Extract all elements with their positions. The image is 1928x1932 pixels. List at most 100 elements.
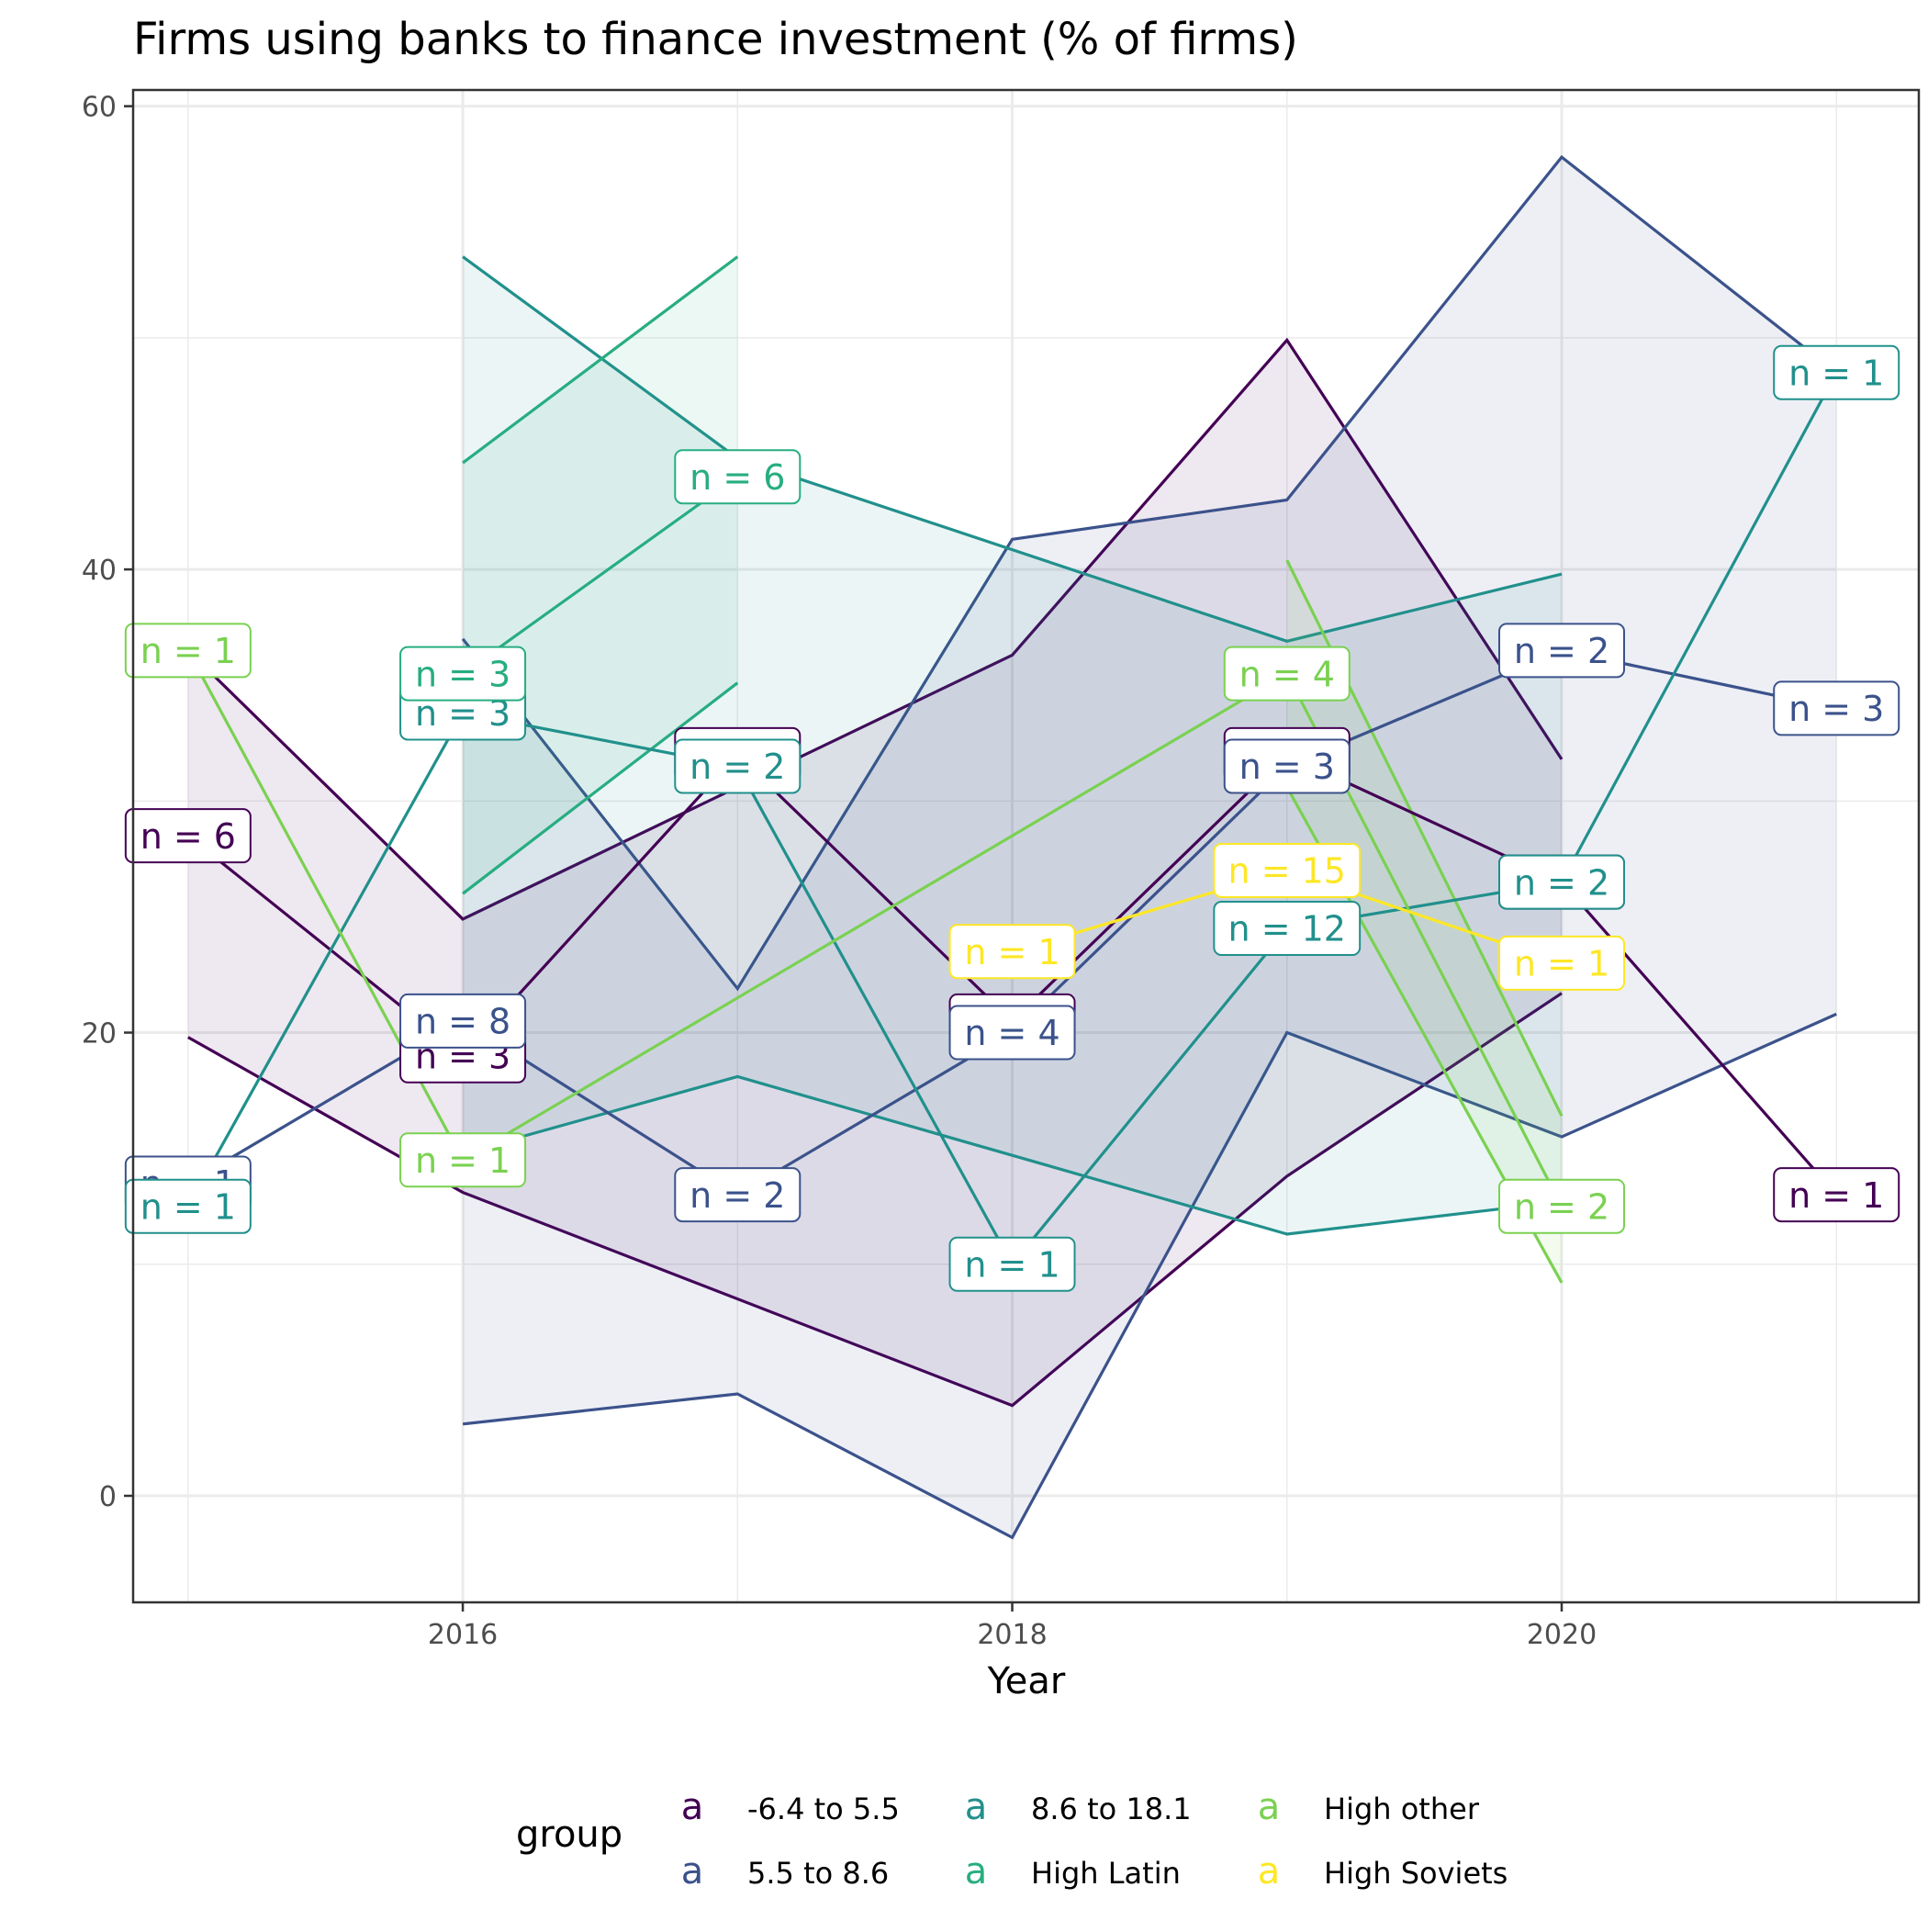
y-tick-label: 40 <box>82 555 117 587</box>
point-label-text: n = 3 <box>415 654 510 694</box>
point-label-box <box>1498 623 1625 679</box>
point-label-text: n = 6 <box>140 816 236 857</box>
legend-item: a High Latin <box>965 1850 1181 1893</box>
point-label-text: n = 1 <box>1788 1175 1884 1216</box>
ribbon-lower-line <box>462 1012 1837 1540</box>
legend-key-glyph: a <box>1258 1786 1281 1828</box>
point-label: n = 2 <box>674 738 801 794</box>
legend-key-glyph: a <box>965 1850 988 1893</box>
legend-key-glyph: a <box>1258 1850 1281 1893</box>
point-label-box <box>1498 1178 1625 1234</box>
ribbon-upper-line <box>462 255 1563 643</box>
point-label-text: n = 2 <box>689 1175 785 1216</box>
point-label: n = 6 <box>674 449 801 505</box>
legend-key-glyph: a <box>681 1850 704 1893</box>
point-label: n = 8 <box>399 993 527 1049</box>
series-line <box>462 475 739 675</box>
legend-item: a 8.6 to 18.1 <box>965 1786 1192 1828</box>
y-tick-label: 60 <box>82 92 117 124</box>
point-label: n = 3 <box>399 646 527 702</box>
point-label-text: n = 1 <box>964 1244 1059 1285</box>
point-label: n = 1 <box>948 1236 1076 1292</box>
legend: group a -6.4 to 5.5 a 5.5 to 8.6 a 8.6 to 18.… <box>516 1786 1508 1893</box>
y-tick-label: 20 <box>82 1018 117 1050</box>
point-label-text: n = 2 <box>1514 631 1609 671</box>
point-label-text: n = 1 <box>140 1186 236 1227</box>
x-axis-title: Year <box>987 1660 1066 1702</box>
ribbon-area <box>1286 560 1562 1283</box>
point-label: n = 15 <box>1213 842 1362 898</box>
y-tick-label: 0 <box>99 1481 117 1513</box>
point-label-text: n = 4 <box>1239 654 1335 694</box>
legend-item: a High other <box>1258 1786 1480 1828</box>
series-line <box>186 649 1564 1208</box>
point-label: n = 12 <box>1213 901 1362 957</box>
legend-item: a High Soviets <box>1258 1850 1508 1893</box>
legend-item: a 5.5 to 8.6 <box>681 1850 890 1893</box>
plot-background <box>133 90 1919 1602</box>
point-label-box <box>948 1236 1076 1292</box>
axes: 0 20 40 60 2016 2018 2020 <box>82 88 1921 1651</box>
point-label-box <box>674 738 801 794</box>
point-label-box <box>1773 344 1900 400</box>
point-labels: n = 6 n = 3 n = 2 n = 4 n = 3 n = 2 n = 1 n = 1… <box>124 344 1900 1292</box>
point-label-text: n = 2 <box>1514 1186 1609 1227</box>
ribbon-upper-line <box>186 337 1564 921</box>
ribbon-area <box>463 157 1837 1538</box>
point-label-box <box>948 1005 1076 1061</box>
point-label-box <box>399 993 527 1049</box>
point-label: n = 6 <box>124 808 252 864</box>
point-label-text: n = 1 <box>415 1140 510 1181</box>
ribbon-lower-line <box>187 992 1563 1408</box>
legend-title: group <box>516 1814 622 1856</box>
point-label: n = 1 <box>1773 344 1900 400</box>
point-label-text: n = 1 <box>140 631 236 671</box>
point-label-text: n = 6 <box>689 457 785 498</box>
point-label: n = 1 <box>1773 1167 1900 1223</box>
point-label-text: n = 2 <box>689 747 785 787</box>
point-label-box <box>399 646 527 702</box>
point-label: n = 2 <box>1498 623 1625 679</box>
legend-key-glyph: a <box>681 1786 704 1828</box>
panel-border <box>131 88 1921 1604</box>
point-label-box <box>1498 935 1625 991</box>
x-tick-label: 2016 <box>428 1619 498 1651</box>
point-label-box <box>1213 901 1362 957</box>
legend-label: High Soviets <box>1324 1856 1508 1891</box>
legend-item: a -6.4 to 5.5 <box>681 1786 900 1828</box>
x-tick-label: 2020 <box>1527 1619 1597 1651</box>
point-label: n = 1 <box>124 1178 252 1234</box>
point-label: n = 2 <box>1498 1178 1625 1234</box>
point-label-text: n = 3 <box>1788 689 1884 729</box>
point-label-text: n = 4 <box>964 1013 1059 1053</box>
point-label-box <box>1773 1167 1900 1223</box>
point-label: n = 2 <box>674 1167 801 1223</box>
point-label: n = 4 <box>948 1005 1076 1061</box>
x-tick-label: 2018 <box>977 1619 1047 1651</box>
point-label-box <box>1773 680 1900 736</box>
chart-title: Firms using banks to finance investment … <box>133 14 1298 65</box>
ribbon-lower-line <box>462 681 739 895</box>
ribbon-upper-line <box>462 255 739 465</box>
point-label-text: n = 1 <box>1514 944 1609 984</box>
point-label-box <box>1498 854 1625 910</box>
point-label: n = 3 <box>1773 680 1900 736</box>
point-label-box <box>1223 738 1351 794</box>
point-label: n = 1 <box>124 623 252 679</box>
point-label-box <box>674 1167 801 1223</box>
legend-label: 8.6 to 18.1 <box>1031 1792 1192 1826</box>
point-label-text: n = 12 <box>1228 909 1346 949</box>
point-label-text: n = 15 <box>1228 851 1346 892</box>
point-label-text: n = 1 <box>1788 353 1884 393</box>
point-label: n = 2 <box>1498 854 1625 910</box>
point-label-box <box>1223 646 1351 702</box>
ribbon-area <box>187 340 1562 1406</box>
point-label-box <box>124 623 252 679</box>
legend-label: 5.5 to 8.6 <box>747 1856 889 1891</box>
point-label: n = 1 <box>1498 935 1625 991</box>
point-label-text: n = 3 <box>1239 747 1335 787</box>
point-label: n = 1 <box>399 1132 527 1188</box>
legend-label: High Latin <box>1031 1856 1181 1891</box>
